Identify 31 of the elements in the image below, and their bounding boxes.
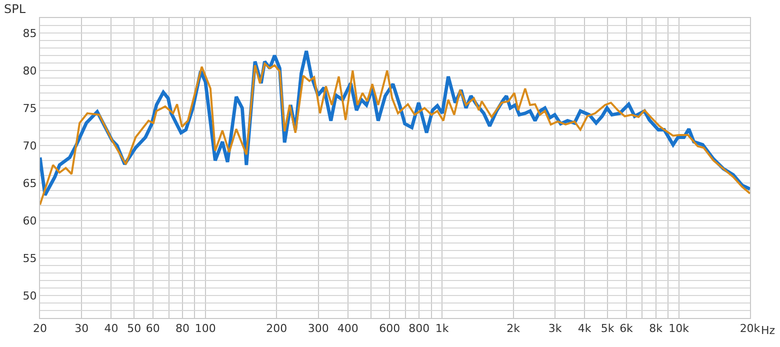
x-tick-label: 30: [74, 322, 89, 336]
x-tick-label: 6k: [620, 322, 634, 336]
x-tick-label: 800: [408, 322, 430, 336]
x-tick-label: 400: [337, 322, 358, 336]
x-tick-label: 1k: [435, 322, 450, 336]
y-tick-label: 85: [22, 26, 37, 40]
y-tick-label: 75: [22, 102, 37, 115]
x-tick-label: 2k: [506, 322, 521, 336]
x-tick-label: 60: [146, 322, 160, 336]
x-tick-label: 4k: [578, 322, 592, 336]
x-tick-label: 20k: [740, 322, 761, 336]
x-tick-label: 100: [194, 322, 216, 336]
x-tick-label: 10k: [668, 322, 690, 336]
x-tick-label: 600: [379, 322, 400, 336]
x-tick-label: 40: [104, 322, 118, 336]
x-tick-label: 200: [266, 322, 288, 336]
y-tick-label: 60: [22, 214, 37, 228]
y-tick-label: 55: [22, 252, 37, 265]
y-axis-title: SPL: [4, 2, 26, 16]
x-tick-label: 20: [33, 322, 47, 336]
y-tick-label: 80: [22, 64, 37, 78]
y-tick-label: 65: [22, 176, 37, 190]
x-axis-title: Hz: [761, 324, 776, 337]
x-tick-label: 80: [175, 322, 190, 336]
x-tick-label: 8k: [649, 322, 664, 336]
x-tick-label: 3k: [548, 322, 562, 336]
x-tick-label: 300: [308, 322, 329, 336]
y-tick-label: 50: [22, 289, 37, 302]
x-tick-label: 5k: [600, 322, 615, 336]
y-tick-label: 70: [22, 139, 37, 152]
x-tick-label: 50: [127, 322, 142, 336]
